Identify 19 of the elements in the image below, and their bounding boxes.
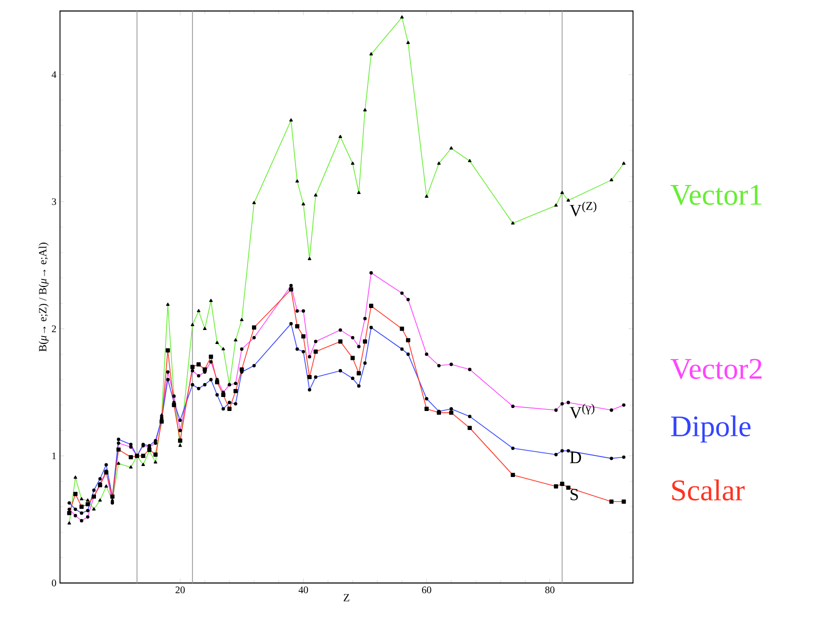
x-tick-label: 40 xyxy=(298,586,308,594)
y-tick-label: 3 xyxy=(52,198,56,206)
text: Vector2 xyxy=(670,358,762,380)
x-tick-label: 80 xyxy=(545,586,554,594)
y-tick-label: 2 xyxy=(52,325,56,332)
text: Dipole xyxy=(671,415,751,443)
x-tick-label: 20 xyxy=(176,586,185,594)
text: Vector1 xyxy=(670,184,762,206)
y-axis-title: B(μ→ e;Z) / B(μ→ e;Al) xyxy=(38,242,49,352)
y-tick-label: 4 xyxy=(52,71,56,78)
y-tick-label: 0 xyxy=(52,580,56,586)
series-label: D xyxy=(570,452,582,464)
x-axis-title: Z xyxy=(344,594,350,602)
series-label: S xyxy=(570,488,578,500)
x-tick-label: 60 xyxy=(422,586,432,594)
y-tick-label: 1 xyxy=(52,452,56,460)
series-label: V$^{(γ)}$ xyxy=(570,404,594,418)
series-label: V$^{(Z)}$ xyxy=(570,202,596,216)
text: Scalar xyxy=(672,479,745,501)
